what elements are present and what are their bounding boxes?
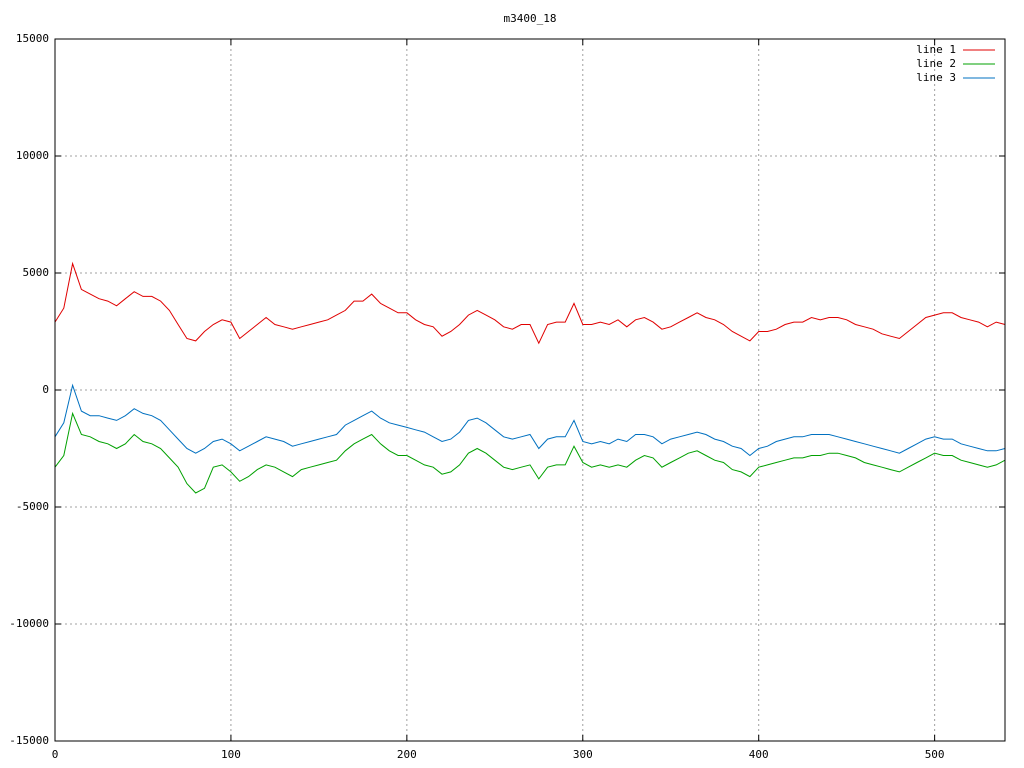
legend-label: line 1 <box>916 43 956 56</box>
legend-label: line 3 <box>916 71 956 84</box>
y-tick-label: 15000 <box>16 32 49 45</box>
plot-frame <box>54 38 1006 742</box>
x-tick-label: 400 <box>749 748 769 761</box>
series-line <box>54 383 1006 457</box>
legend-label: line 2 <box>916 57 956 70</box>
y-tick-label: 10000 <box>16 149 49 162</box>
y-tick-label: -10000 <box>9 617 49 630</box>
chart-title: m3400_18 <box>504 12 557 25</box>
y-tick-label: -5000 <box>16 500 49 513</box>
series-line <box>54 411 1006 494</box>
y-tick-label: -15000 <box>9 734 49 747</box>
series-line <box>54 261 1006 345</box>
x-tick-label: 500 <box>925 748 945 761</box>
y-tick-label: 5000 <box>23 266 50 279</box>
x-tick-label: 0 <box>52 748 59 761</box>
x-tick-label: 100 <box>221 748 241 761</box>
x-tick-label: 200 <box>397 748 417 761</box>
y-tick-label: 0 <box>42 383 49 396</box>
x-tick-label: 300 <box>573 748 593 761</box>
